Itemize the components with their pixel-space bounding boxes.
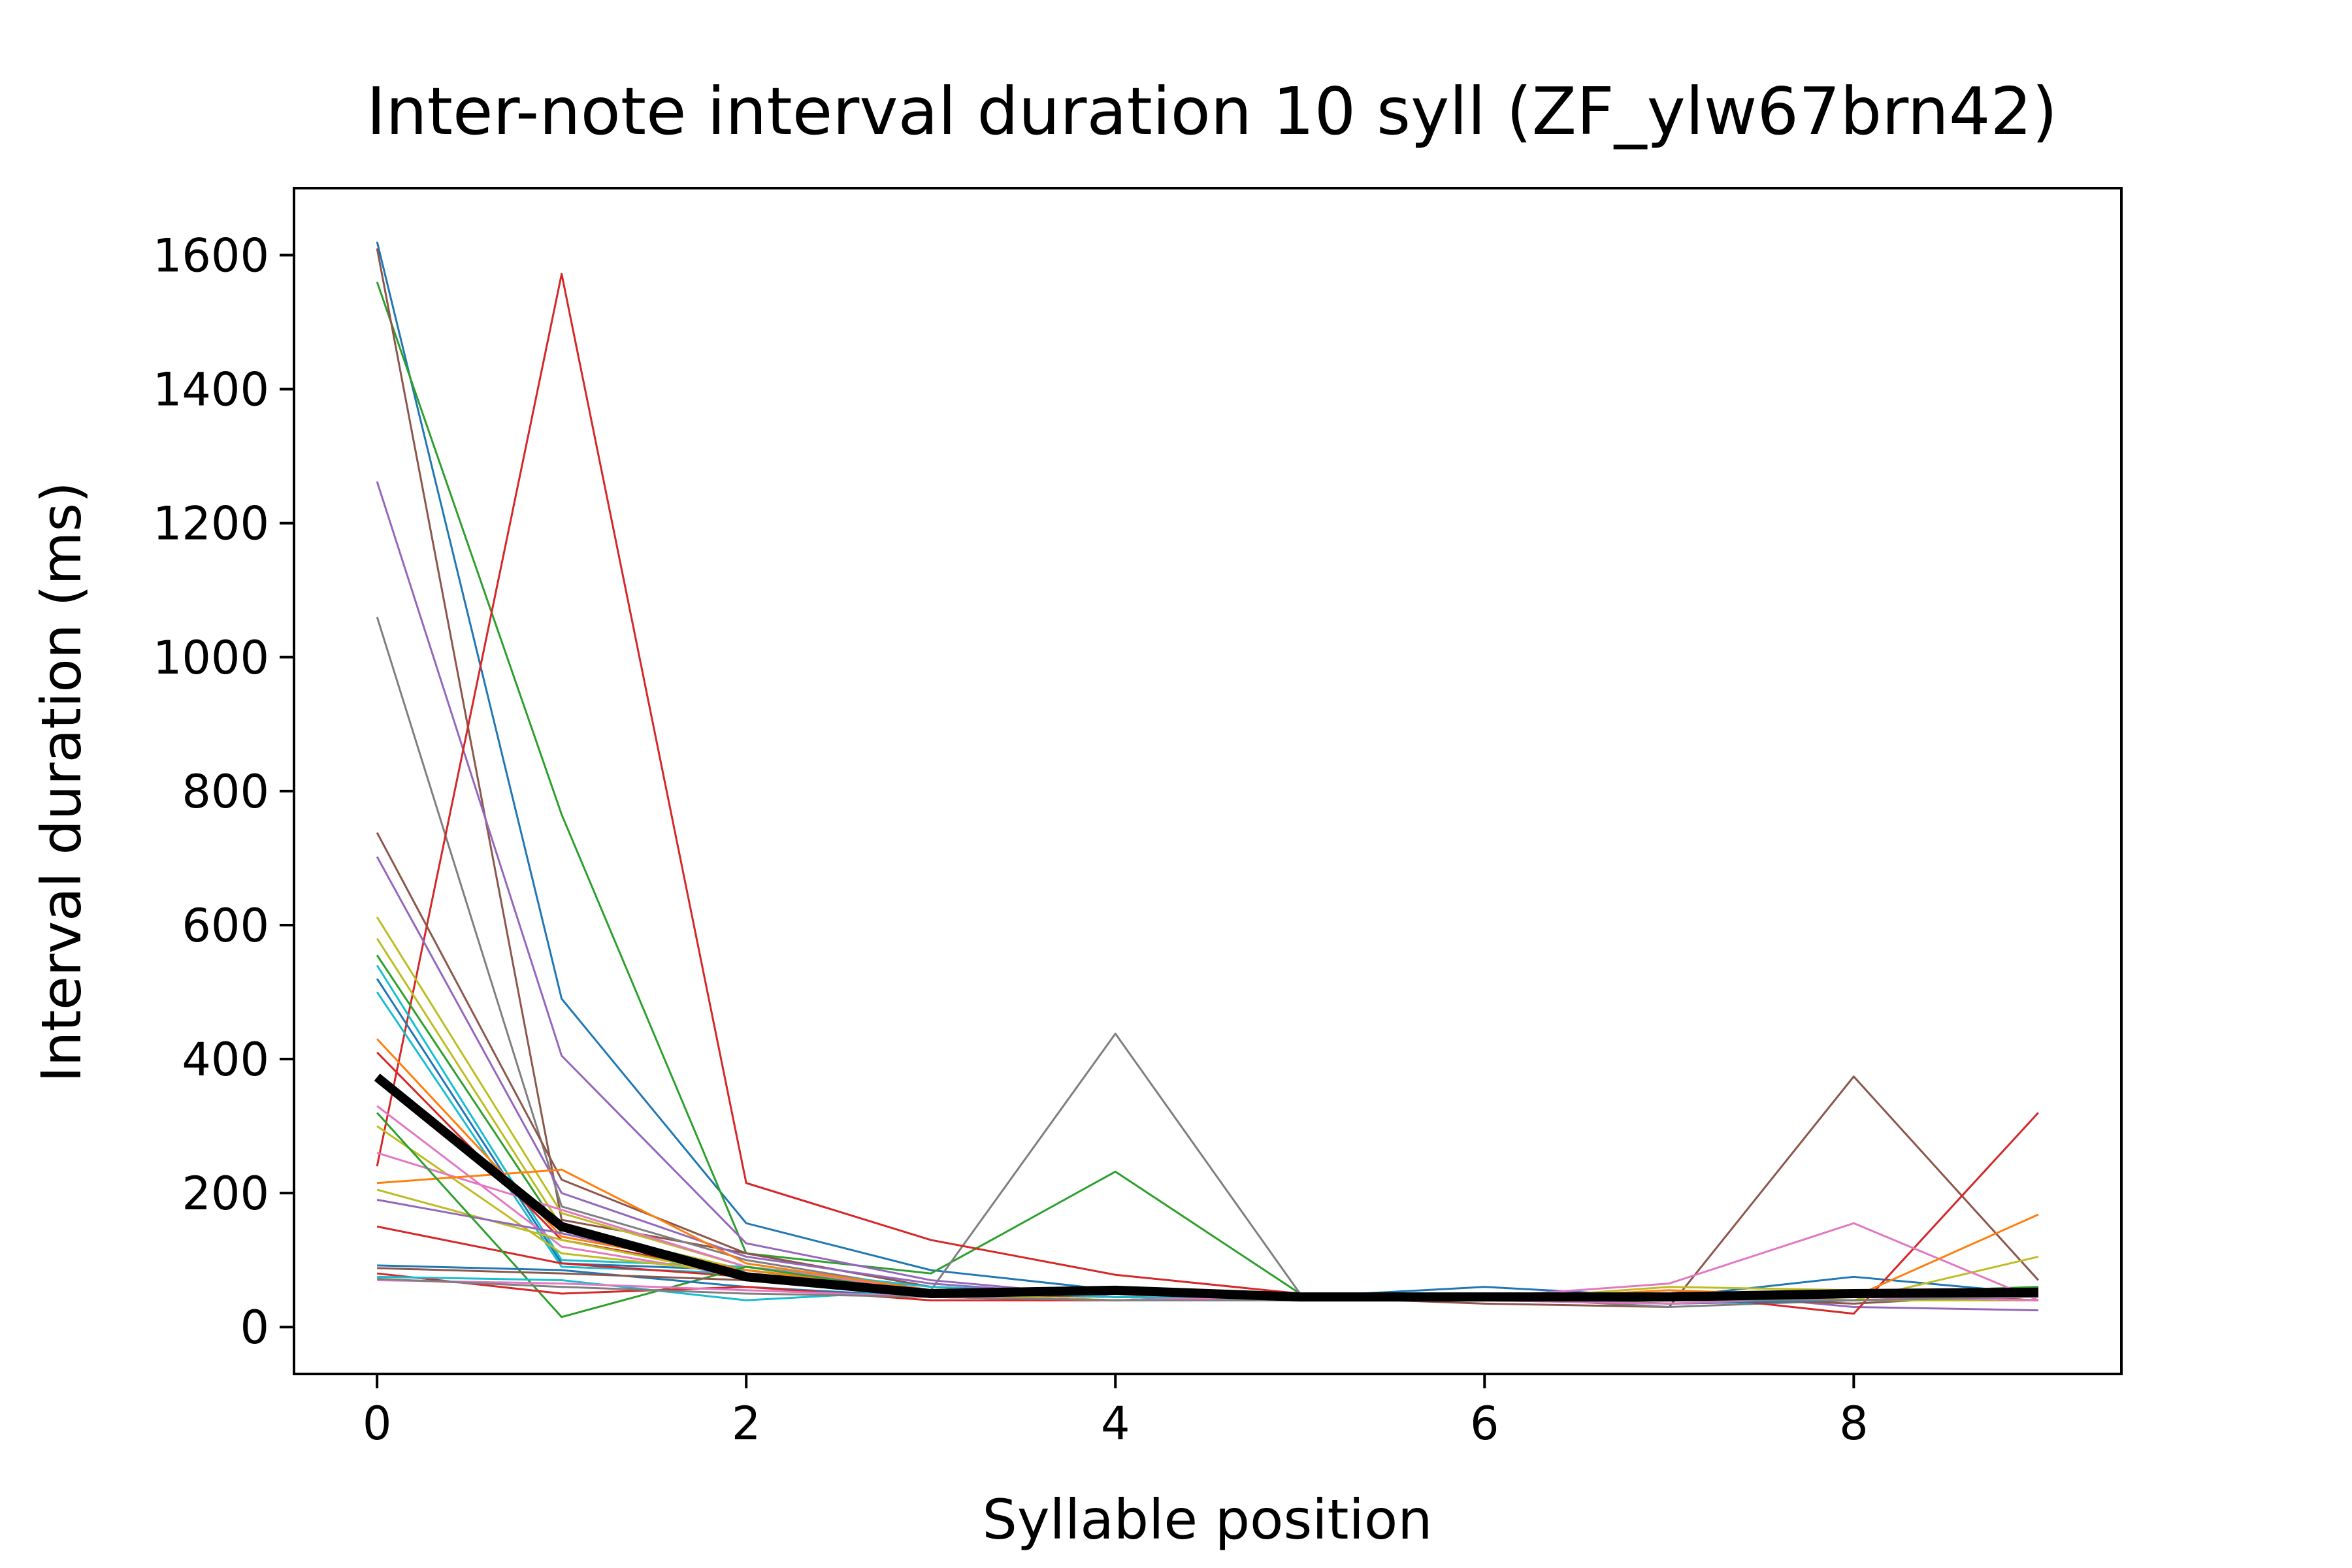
y-axis-label: Interval duration (ms): [29, 482, 93, 1083]
mean-line: [374, 1073, 2038, 1302]
chart-title: Inter-note interval duration 10 syll (ZF…: [367, 73, 2057, 150]
y-tick-label: 0: [240, 1301, 269, 1354]
x-tick-label: 4: [1101, 1397, 1130, 1450]
y-tick-label: 1000: [153, 631, 269, 685]
mean-layer: [374, 1073, 2038, 1302]
y-tick-label: 400: [182, 1033, 269, 1086]
x-tick-label: 8: [1839, 1397, 1869, 1450]
y-tick-label: 1400: [153, 363, 269, 417]
ticks-layer: 0 2 4 6 8 0 200 400 600 800 1000 1200 1400 1600: [153, 229, 1869, 1450]
y-tick-label: 600: [182, 899, 269, 953]
series-line-5: [376, 272, 2039, 1315]
x-tick-label: 0: [363, 1397, 392, 1450]
x-tick-label: 6: [1470, 1397, 1499, 1450]
y-tick-label: 800: [182, 765, 269, 819]
plot-frame: [293, 187, 2123, 1375]
x-tick-label: 2: [732, 1397, 761, 1450]
y-tick-label: 1200: [153, 497, 269, 551]
x-axis-label: Syllable position: [983, 1488, 1433, 1552]
y-tick-label: 200: [182, 1167, 269, 1220]
series-line-29: [377, 1277, 2038, 1301]
y-tick-label: 1600: [153, 229, 269, 283]
